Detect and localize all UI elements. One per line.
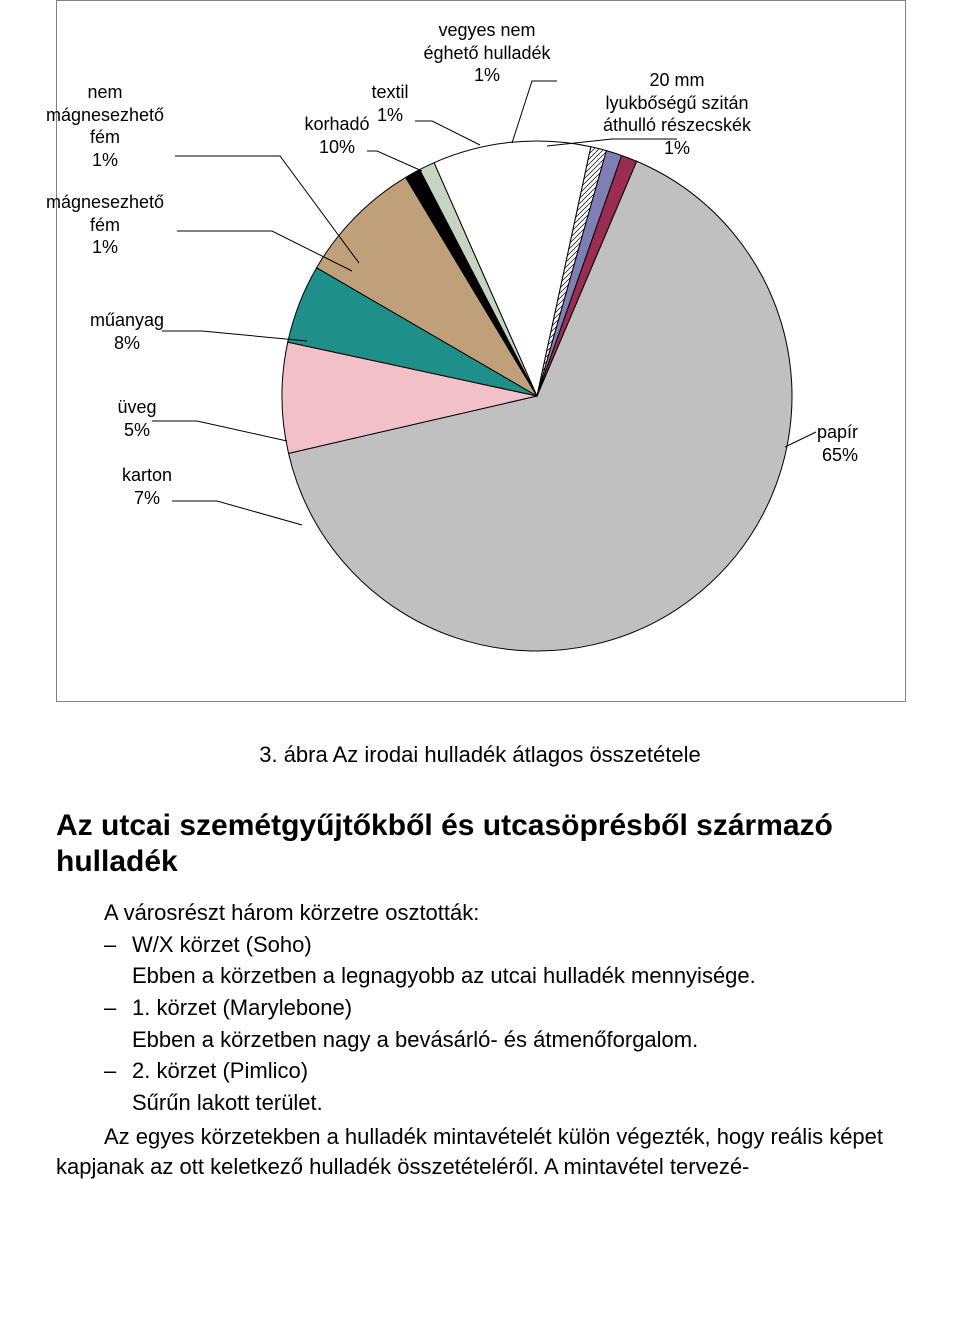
pie-label-korhado: korhadó10% [304, 113, 369, 158]
leader-line-uveg [152, 421, 287, 441]
leader-line-vegyes [512, 81, 557, 143]
bullet-item: – 2. körzet (Pimlico) [104, 1056, 904, 1086]
intro-line: A városrészt három körzetre osztották: [104, 898, 904, 928]
pie-label-magnes: mágnesezhetőfém1% [46, 191, 164, 259]
leader-line-muanyag [162, 331, 307, 341]
pie-label-uveg: üveg5% [117, 396, 156, 441]
bullet-dash: – [104, 930, 132, 960]
pie-label-textil: textil1% [371, 81, 408, 126]
pie-label-nem_magnes: nemmágnesezhetőfém1% [46, 81, 164, 171]
bullet-sub: Sűrűn lakott terület. [132, 1088, 904, 1118]
body-text: A városrészt három körzetre osztották: –… [56, 898, 904, 1181]
pie-label-vegyes: vegyes neméghető hulladék1% [423, 19, 550, 87]
pie-chart-svg [57, 1, 905, 701]
closing-paragraph: Az egyes körzetekben a hulladék mintavét… [56, 1122, 904, 1181]
pie-label-muanyag: műanyag8% [90, 309, 164, 354]
bullet-dash: – [104, 993, 132, 1023]
leader-line-karton [172, 501, 302, 525]
bullet-sub: Ebben a körzetben nagy a bevásárló- és á… [132, 1025, 904, 1055]
section-title: Az utcai szemétgyűjtőkből és utcasöprésb… [56, 808, 904, 880]
pie-chart-container: papír65%karton7%üveg5%műanyag8%mágnesezh… [56, 0, 906, 702]
pie-label-szitan: 20 mmlyukbőségű szitánáthulló részecskék… [603, 69, 751, 159]
leader-line-textil [415, 121, 480, 145]
bullet-item: – 1. körzet (Marylebone) [104, 993, 904, 1023]
page: papír65% karton7% üveg5% műanyag8% mágnesezh… [0, 0, 960, 1221]
bullet-head: W/X körzet (Soho) [132, 930, 904, 960]
pie-slices [282, 141, 792, 651]
bullet-sub: Ebben a körzetben a legnagyobb az utcai … [132, 961, 904, 991]
pie-label-karton: karton7% [122, 464, 172, 509]
pie-label-papir: papír65% [817, 421, 858, 466]
figure-caption: 3. ábra Az irodai hulladék átlagos össze… [56, 742, 904, 768]
leader-line-korhado [367, 151, 422, 171]
bullet-head: 2. körzet (Pimlico) [132, 1056, 904, 1086]
bullet-head: 1. körzet (Marylebone) [132, 993, 904, 1023]
bullet-dash: – [104, 1056, 132, 1086]
bullet-item: – W/X körzet (Soho) [104, 930, 904, 960]
